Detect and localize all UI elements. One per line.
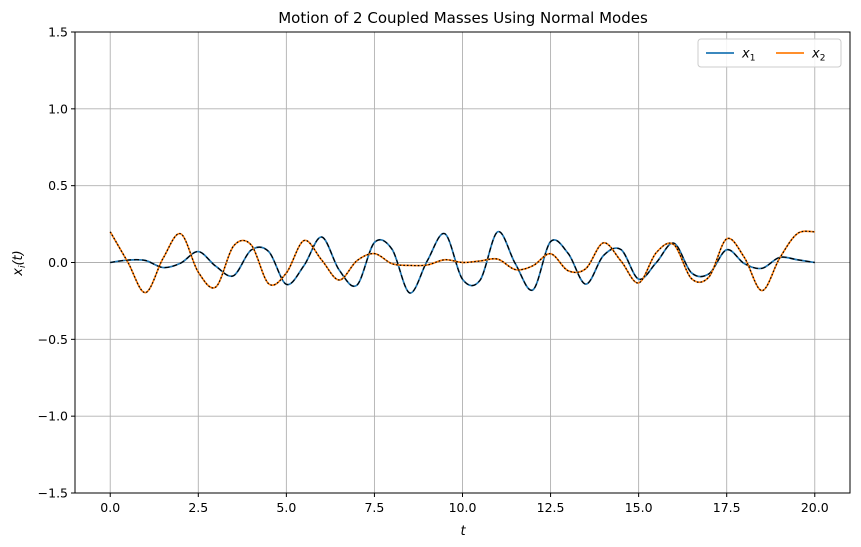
y-axis-label: xi(t) [11, 250, 28, 276]
chart-title: Motion of 2 Coupled Masses Using Normal … [278, 9, 648, 27]
y-tick-label: −1.0 [38, 409, 68, 424]
legend-label-2: x2 [811, 47, 825, 64]
x-tick-label: 20.0 [801, 500, 829, 515]
y-tick-label: 1.0 [48, 101, 68, 116]
x-tick-label: 0.0 [100, 500, 120, 515]
legend-label-1: x1 [741, 47, 755, 64]
x-tick-label: 10.0 [449, 500, 477, 515]
y-tick-label: −0.5 [38, 332, 68, 347]
x-tick-label: 12.5 [537, 500, 565, 515]
legend-box [697, 38, 842, 68]
legend: x1 x2 [697, 38, 842, 68]
plot-lines [109, 230, 815, 294]
x-tick-label: 17.5 [713, 500, 741, 515]
x-tick-label: 2.5 [188, 500, 208, 515]
series-overlay-1 [110, 231, 815, 294]
y-tick-label: −1.5 [38, 486, 68, 501]
y-tick-label: 0.5 [48, 178, 68, 193]
series-overlay-2 [109, 230, 815, 294]
x-axis-label: t [460, 524, 466, 539]
x-tick-label: 7.5 [364, 500, 384, 515]
ticks: 0.0 2.5 5.0 7.5 10.0 12.5 15.0 17.5 20.0 −1.5 −1.0… [38, 25, 829, 516]
x-tick-label: 15.0 [625, 500, 653, 515]
x-tick-label: 5.0 [276, 500, 296, 515]
y-tick-label: 1.5 [48, 25, 68, 40]
y-tick-label: 0.0 [48, 255, 68, 270]
